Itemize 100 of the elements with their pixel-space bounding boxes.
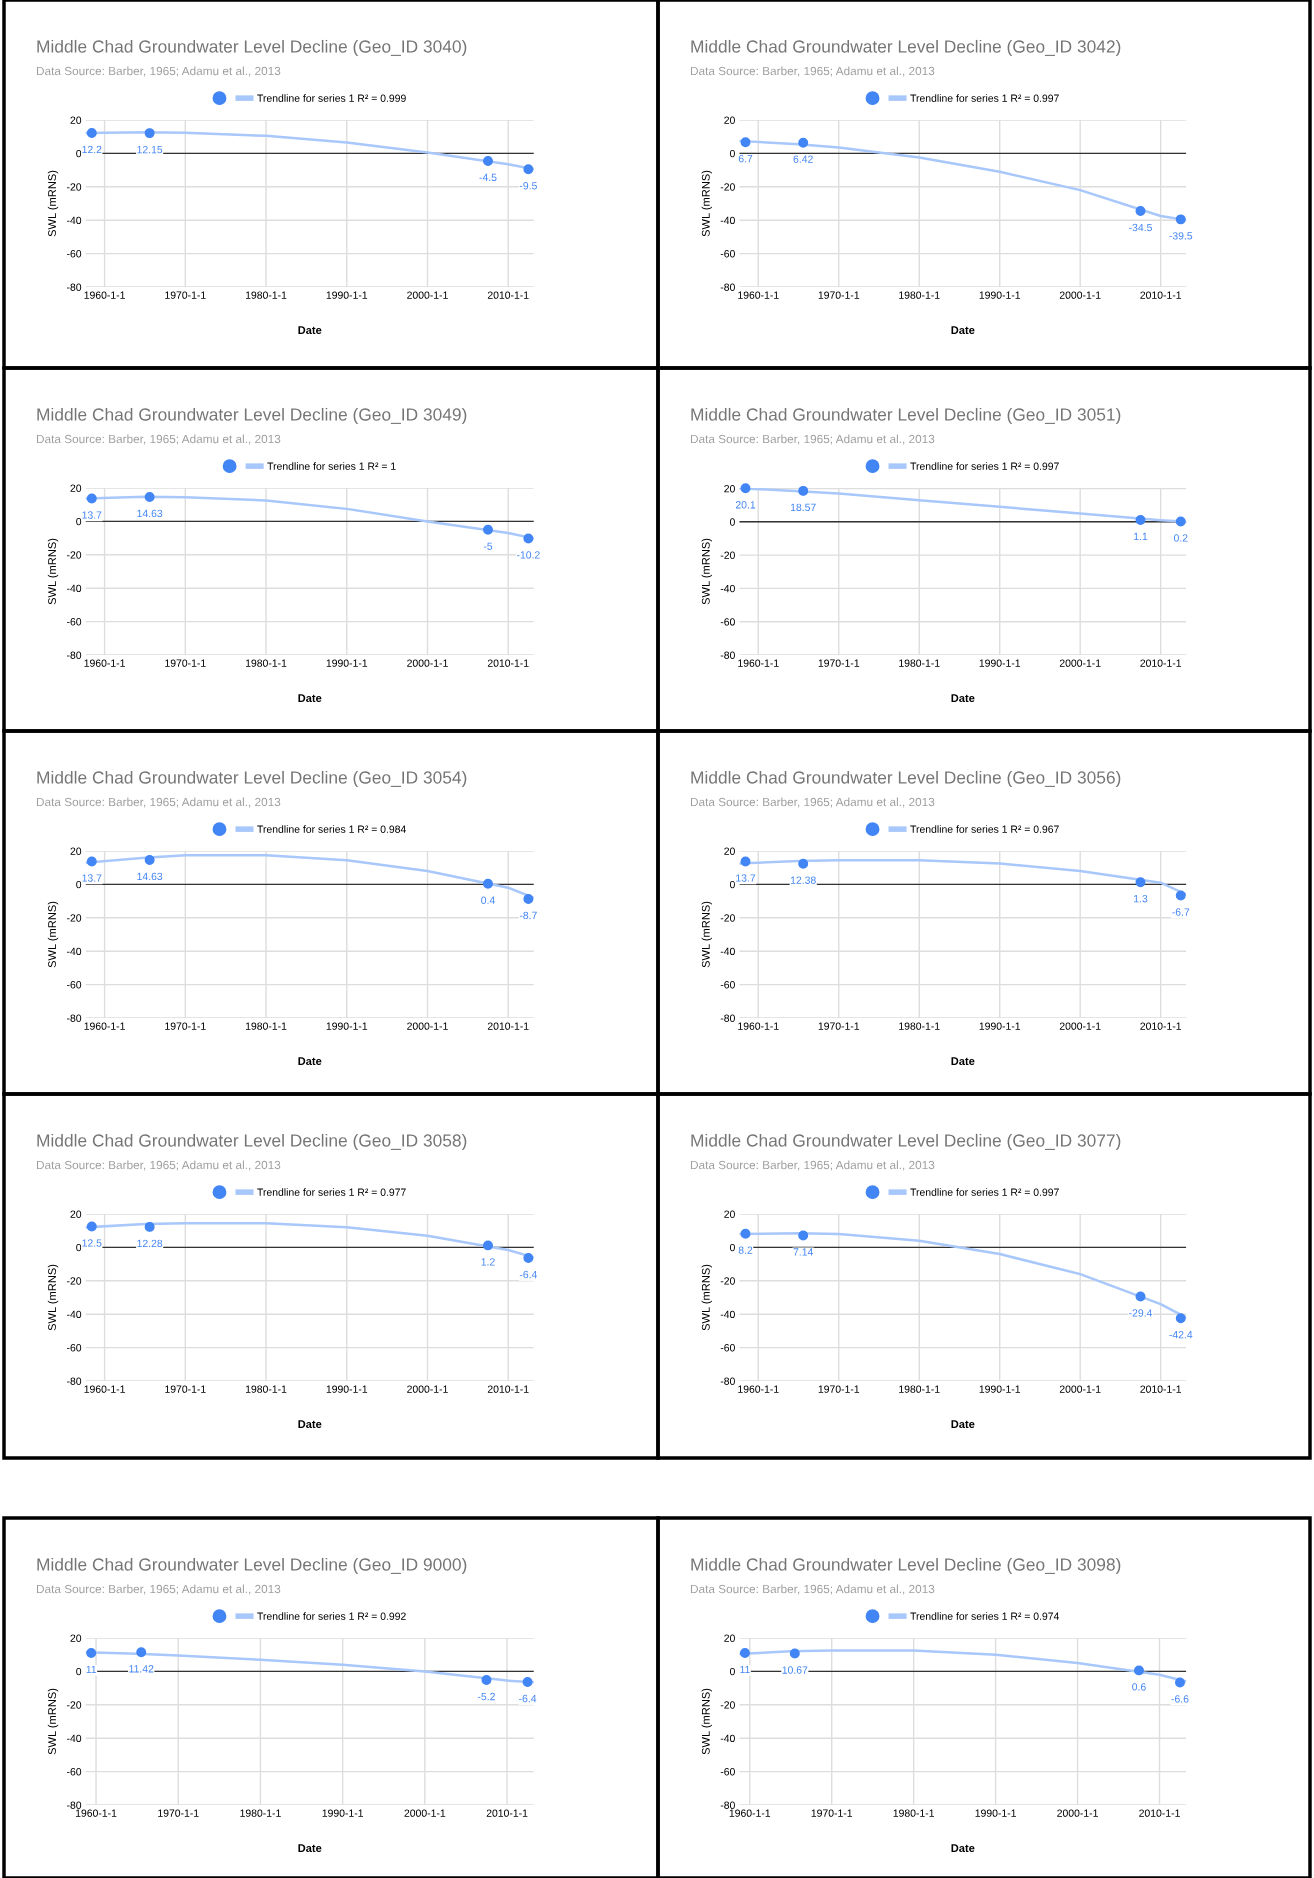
legend-label: Trendline for series 1 R² = 0.974 [910,1612,1060,1620]
chart-subtitle: Data Source: Barber, 1965; Adamu et al., 2013 [36,66,281,77]
x-tick-label: 2000-1-1 [404,1809,446,1817]
point [86,1221,97,1232]
y-tick-label: -60 [720,1344,735,1352]
x-axis-title: Date [298,1057,322,1066]
y-tick-label: 20 [724,1210,735,1218]
y-tick-label: -40 [66,947,82,956]
data-label: -29.4 [1129,1309,1153,1317]
y-tick-label: 0 [729,518,735,526]
x-tick-label: 1990-1-1 [979,659,1021,667]
y-tick-label: 0 [76,1667,82,1676]
x-tick-label: 2010-1-1 [1140,291,1182,299]
point [523,1253,534,1264]
x-tick-label: 2000-1-1 [1059,659,1101,667]
y-tick-label: -20 [720,1277,735,1285]
chart-title: Middle Chad Groundwater Level Decline (Geo_ID 3098) [691,1557,1121,1575]
x-tick-label: 1970-1-1 [811,1809,853,1817]
x-tick-label: 1960-1-1 [84,659,125,667]
x-tick-label: 1960-1-1 [738,291,779,299]
point [798,1230,809,1241]
x-tick-label: 1990-1-1 [979,1385,1021,1393]
point [798,485,809,496]
chart-subtitle: Data Source: Barber, 1965; Adamu et al., 2013 [36,1584,281,1595]
data-label: 12.38 [790,876,816,884]
x-tick-label: 2010-1-1 [487,1022,529,1030]
legend-label: Trendline for series 1 R² = 0.967 [910,825,1059,833]
y-axis-title: SWL (mRNS) [701,538,712,605]
y-tick-label: -20 [720,1701,735,1709]
x-tick-label: 2010-1-1 [487,1385,529,1393]
data-label: 8.2 [738,1246,753,1254]
y-tick-label: 20 [724,485,735,493]
x-tick-label: 1980-1-1 [245,1385,287,1393]
y-tick-label: -60 [66,250,82,258]
data-label: 12.15 [137,145,163,154]
x-tick-label: 1980-1-1 [245,291,287,299]
x-tick-label: 1990-1-1 [326,291,368,299]
y-axis-title: SWL (mRNS) [701,1264,712,1331]
y-tick-label: -20 [720,183,735,191]
data-label: 14.63 [137,509,163,518]
y-tick-label: 20 [70,847,82,855]
chart-title: Middle Chad Groundwater Level Decline (Geo_ID 3056) [691,770,1121,788]
y-tick-label: -80 [720,1801,735,1809]
data-label: 13.7 [736,874,756,882]
y-tick-label: -60 [720,618,735,626]
y-tick-label: 0 [76,517,82,526]
point [798,137,809,148]
y-tick-label: -60 [720,981,735,989]
chart-title: Middle Chad Groundwater Level Decline (Geo_ID 3054) [37,770,467,788]
y-tick-label: 20 [724,1634,735,1642]
data-label: 14.63 [137,872,163,881]
data-label: 18.57 [790,503,816,512]
point [1135,206,1146,216]
point [144,1221,155,1232]
legend-label: Trendline for series 1 R² = 0.999 [257,94,406,102]
data-label: -5.2 [477,1692,495,1701]
y-tick-label: -20 [720,551,735,559]
y-tick-label: -40 [720,947,735,956]
x-tick-label: 1990-1-1 [326,659,368,667]
x-tick-label: 2010-1-1 [1140,1022,1182,1030]
chart-title: Middle Chad Groundwater Level Decline (Geo_ID 3077) [691,1133,1121,1151]
x-tick-label: 1980-1-1 [899,1385,940,1393]
legend-label: Trendline for series 1 R² = 0.997 [910,462,1059,470]
legend-label: Trendline for series 1 R² = 0.984 [257,825,406,833]
x-axis-title: Date [951,694,975,703]
legend-label: Trendline for series 1 R² = 0.997 [910,94,1059,102]
point [86,493,97,504]
y-tick-label: -20 [66,551,82,559]
point [86,128,97,139]
point [739,1648,750,1659]
point [136,1647,147,1658]
y-tick-label: -20 [66,183,82,191]
point [483,155,493,166]
point [1175,1313,1186,1324]
point [1134,1665,1144,1676]
data-label: 12.2 [82,145,102,154]
chart-title: Middle Chad Groundwater Level Decline (Geo_ID 9000) [37,1557,467,1575]
point [789,1648,800,1659]
y-tick-label: -40 [66,1734,82,1743]
x-tick-label: 1970-1-1 [165,1385,206,1393]
y-axis-title: SWL (mRNS) [47,1688,59,1755]
data-label: 6.7 [738,154,753,163]
data-label: -8.7 [519,911,537,920]
x-tick-label: 2000-1-1 [1059,291,1101,299]
x-tick-label: 1960-1-1 [84,1385,125,1393]
point [798,858,809,869]
x-tick-label: 1970-1-1 [158,1809,199,1817]
point [1174,1677,1185,1688]
chart-subtitle: Data Source: Barber, 1965; Adamu et al., 2013 [36,1160,281,1171]
x-tick-label: 1980-1-1 [245,1022,287,1030]
chart-subtitle: Data Source: Barber, 1965; Adamu et al., 2013 [690,434,935,445]
data-label: -6.7 [1172,908,1190,916]
y-tick-label: 20 [70,1634,82,1642]
x-tick-label: 1960-1-1 [738,1385,779,1393]
chart-title: Middle Chad Groundwater Level Decline (Geo_ID 3042) [691,39,1121,57]
point [1175,214,1186,225]
x-tick-label: 1970-1-1 [818,291,860,299]
y-tick-label: -40 [720,1734,735,1743]
data-label: 1.1 [1134,532,1148,541]
y-tick-label: 0 [729,880,735,889]
